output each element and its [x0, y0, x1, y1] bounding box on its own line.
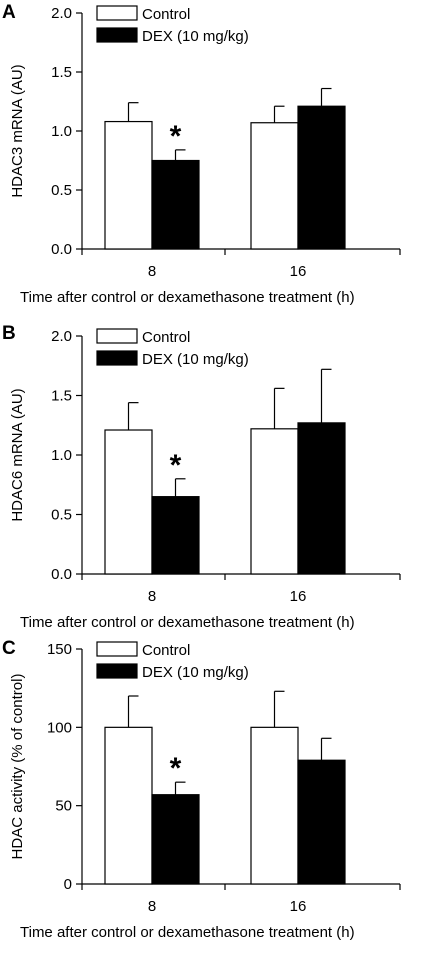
x-tick-label: 16: [290, 898, 307, 915]
panel-letter: A: [2, 2, 16, 23]
y-tick-label: 0.0: [51, 566, 72, 583]
bar-control-8h: [104, 726, 153, 885]
legend: Control DEX (10 mg/kg): [96, 641, 249, 681]
x-tick-label: 16: [290, 588, 307, 605]
y-tick-label: 2.0: [51, 328, 72, 345]
legend-label: Control: [142, 329, 190, 346]
legend-swatch-dex: [96, 663, 138, 679]
y-tick-label: 1.0: [51, 123, 72, 140]
legend-swatch-control: [96, 641, 138, 657]
y-axis-title: HDAC3 mRNA (AU): [9, 64, 26, 197]
y-tick-label: 0: [64, 876, 72, 893]
bar-dex-16h: [297, 422, 346, 575]
bar-control-8h: [104, 429, 153, 575]
bar-control-16h: [250, 428, 299, 575]
y-tick-label: 1.5: [51, 64, 72, 81]
bar-dex-16h: [297, 105, 346, 250]
bar-dex-8h: [151, 496, 200, 575]
x-axis-title: Time after control or dexamethasone trea…: [20, 614, 355, 631]
bar-dex-16h: [297, 759, 346, 885]
y-tick-label: 2.0: [51, 5, 72, 22]
x-tick-label: 8: [148, 588, 156, 605]
chart-panel-b: B 0.0 0.5 1.0 1.5 2.0 * 8 16 Time after control o…: [2, 323, 401, 631]
legend-label: DEX (10 mg/kg): [142, 351, 249, 368]
legend-swatch-control: [96, 5, 138, 21]
x-tick-label: 16: [290, 263, 307, 280]
significance-marker: *: [170, 120, 182, 153]
chart-panel-c: C 0 50 100 150 * 8 16 Time after control or dexa…: [2, 638, 401, 941]
bar-control-16h: [250, 726, 299, 885]
y-axis-title: HDAC activity (% of control): [9, 674, 26, 860]
bar-control-8h: [104, 120, 153, 250]
y-tick-label: 0.5: [51, 182, 72, 199]
y-tick-label: 0.5: [51, 507, 72, 524]
legend-swatch-dex: [96, 350, 138, 366]
y-tick-label: 150: [47, 641, 72, 658]
chart-panel-a: A 0.0 0.5 1.0 1.5 2.0 * 8 16 Time after control o…: [2, 2, 401, 306]
legend-label: DEX (10 mg/kg): [142, 664, 249, 681]
y-tick-label: 100: [47, 719, 72, 736]
bar-dex-8h: [151, 159, 200, 250]
y-tick-label: 1.5: [51, 388, 72, 405]
significance-marker: *: [170, 752, 182, 785]
y-tick-label: 50: [55, 798, 72, 815]
x-tick-label: 8: [148, 263, 156, 280]
y-tick-label: 0.0: [51, 241, 72, 258]
y-axis-title: HDAC6 mRNA (AU): [9, 388, 26, 521]
legend-label: Control: [142, 642, 190, 659]
legend-swatch-control: [96, 328, 138, 344]
bar-dex-8h: [151, 794, 200, 885]
legend-label: Control: [142, 6, 190, 23]
x-tick-label: 8: [148, 898, 156, 915]
bar-control-16h: [250, 122, 299, 250]
legend-swatch-dex: [96, 27, 138, 43]
legend: Control DEX (10 mg/kg): [96, 5, 249, 45]
y-tick-label: 1.0: [51, 447, 72, 464]
x-axis-title: Time after control or dexamethasone trea…: [20, 289, 355, 306]
panel-letter: C: [2, 638, 16, 659]
legend: Control DEX (10 mg/kg): [96, 328, 249, 368]
legend-label: DEX (10 mg/kg): [142, 28, 249, 45]
x-axis-title: Time after control or dexamethasone trea…: [20, 924, 355, 941]
panel-letter: B: [2, 323, 16, 344]
significance-marker: *: [170, 449, 182, 482]
